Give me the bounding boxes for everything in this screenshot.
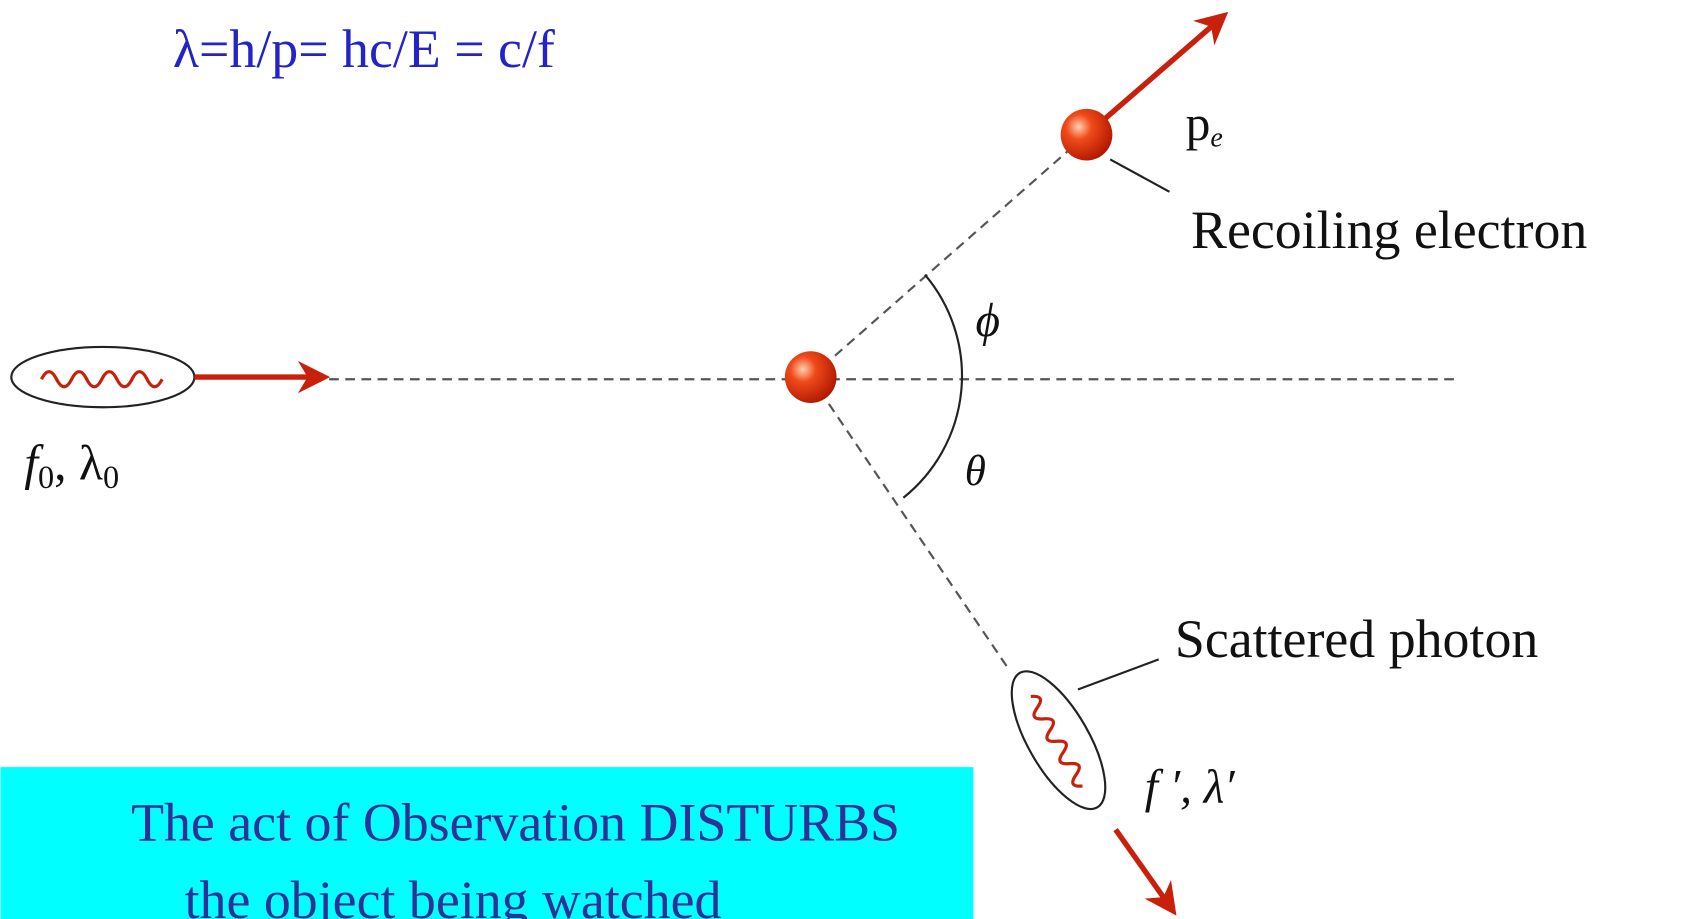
caption-line: the object being watched (185, 870, 722, 919)
leader-line (1109, 158, 1170, 193)
scattered-photon-label: f ′, λ′ (1145, 762, 1236, 814)
phi-label: ϕ (976, 295, 1001, 347)
leader-line (1077, 658, 1160, 691)
electron-momentum: pe (1186, 96, 1223, 153)
incident-label: f0, λ0 (24, 435, 119, 495)
caption-box (0, 767, 974, 919)
recoil-label: Recoiling electron (1191, 200, 1587, 260)
scattered-label: Scattered photon (1175, 609, 1539, 669)
recoil-electron (1060, 108, 1113, 161)
formula: λ=h/p= hc/E = c/f (173, 19, 555, 79)
caption-line: The act of Observation DISTURBS (131, 792, 900, 852)
wave (40, 370, 164, 389)
recoil-arrow (1084, 11, 1229, 137)
theta-label: θ (965, 448, 986, 495)
dashed-paths (329, 133, 1455, 669)
scattered-photon (1010, 670, 1107, 811)
target-electron (784, 351, 837, 403)
angle-arc (902, 274, 964, 499)
scattered-arrow (1113, 828, 1177, 916)
